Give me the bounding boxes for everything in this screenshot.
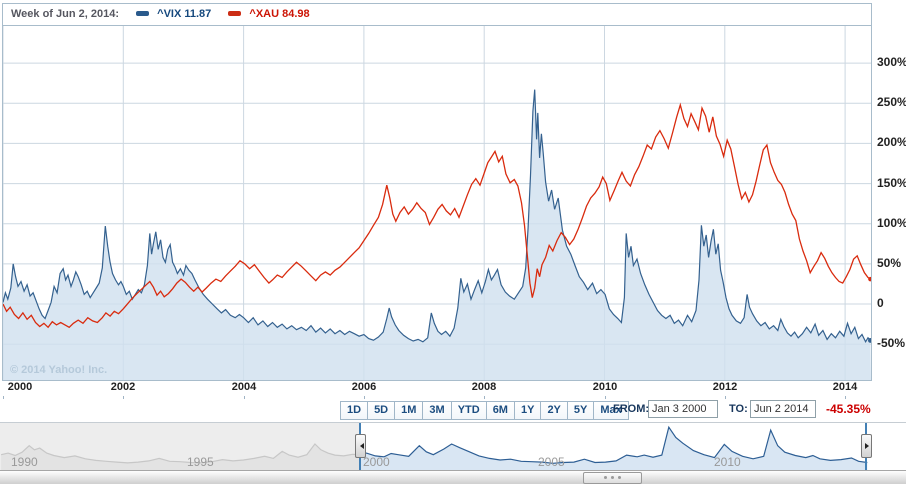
xau-swatch-icon xyxy=(228,11,242,16)
range-button-ytd[interactable]: YTD xyxy=(450,401,487,420)
x-tick-mark xyxy=(605,396,606,399)
xau-last-point xyxy=(868,276,871,282)
right-arrow-icon xyxy=(865,443,872,449)
mini-year-label: 2010 xyxy=(714,455,741,469)
range-button-1m[interactable]: 1M xyxy=(394,401,424,420)
y-tick-label: 50% xyxy=(877,256,902,270)
to-label: TO: xyxy=(729,403,748,415)
x-tick-label: 2006 xyxy=(351,381,377,393)
legend-vix: ^VIX 11.87 xyxy=(136,8,214,20)
vix-series xyxy=(3,89,871,344)
mini-area-out xyxy=(1,444,360,470)
xau-symbol: ^XAU xyxy=(249,8,280,20)
week-label: Week of Jun 2, 2014: xyxy=(11,8,120,20)
range-button-1d[interactable]: 1D xyxy=(340,401,369,420)
horizontal-scrollbar[interactable] xyxy=(0,470,906,484)
vix-symbol: ^VIX xyxy=(157,8,182,20)
main-chart-frame: Week of Jun 2, 2014: ^VIX 11.87 ^XAU 84.… xyxy=(2,3,872,381)
y-tick-label: 100% xyxy=(877,216,906,230)
vix-value: 11.87 xyxy=(184,8,212,20)
x-tick-label: 2002 xyxy=(110,381,136,393)
range-button-5d[interactable]: 5D xyxy=(367,401,396,420)
x-tick-label: 2010 xyxy=(592,381,618,393)
vix-swatch-icon xyxy=(136,11,150,16)
period-change-badge: -45.35% xyxy=(826,402,871,416)
range-button-3m[interactable]: 3M xyxy=(422,401,452,420)
main-plot[interactable] xyxy=(3,26,871,380)
x-tick-label: 2008 xyxy=(471,381,497,393)
scrollbar-thumb[interactable] xyxy=(583,472,642,484)
x-tick-label: 2012 xyxy=(712,381,738,393)
mini-year-label: 2000 xyxy=(363,455,390,469)
xau-value: 84.98 xyxy=(282,8,310,20)
y-tick-label: 300% xyxy=(877,55,906,69)
x-tick-mark xyxy=(244,396,245,399)
y-tick-label: 150% xyxy=(877,176,906,190)
range-selector[interactable]: 1990 1995 2000 2005 2010 xyxy=(0,422,906,472)
from-label: FROM: xyxy=(613,403,650,415)
range-button-max[interactable]: Max xyxy=(593,401,629,420)
y-tick-label: 200% xyxy=(877,135,906,149)
x-tick-label: 2014 xyxy=(832,381,858,393)
x-tick-mark xyxy=(725,396,726,399)
mini-area-selected xyxy=(359,427,868,470)
range-button-2y[interactable]: 2Y xyxy=(540,401,568,420)
range-button-1y[interactable]: 1Y xyxy=(513,401,542,420)
x-tick-mark xyxy=(3,396,4,399)
x-tick-mark xyxy=(845,396,846,399)
grip-dots-icon xyxy=(602,473,623,488)
left-arrow-icon xyxy=(357,443,364,449)
chart-header: Week of Jun 2, 2014: ^VIX 11.87 ^XAU 84.… xyxy=(3,4,871,26)
from-date-input[interactable] xyxy=(648,400,718,418)
vix-last-point xyxy=(867,338,871,343)
y-tick-label: 250% xyxy=(877,95,906,109)
mini-year-label: 1995 xyxy=(187,455,214,469)
x-tick-label: 2004 xyxy=(231,381,257,393)
to-date-input[interactable] xyxy=(750,400,816,418)
selector-handle-right[interactable] xyxy=(861,434,872,458)
mini-chart[interactable] xyxy=(0,423,906,471)
legend-xau: ^XAU 84.98 xyxy=(228,8,310,20)
x-tick-label: 2000 xyxy=(7,381,33,393)
mini-year-label: 2005 xyxy=(538,455,565,469)
x-tick-mark xyxy=(123,396,124,399)
range-buttons: 1D 5D 1M 3M YTD 6M 1Y 2Y 5Y Max xyxy=(340,400,629,420)
x-tick-mark xyxy=(364,396,365,399)
x-tick-mark xyxy=(484,396,485,399)
range-button-5y[interactable]: 5Y xyxy=(566,401,595,420)
y-tick-label: -50% xyxy=(877,336,906,350)
selector-handle-left[interactable] xyxy=(355,434,366,458)
mini-year-label: 1990 xyxy=(11,455,38,469)
xau-series xyxy=(3,102,871,329)
range-button-6m[interactable]: 6M xyxy=(485,401,515,420)
vix-area xyxy=(3,89,871,380)
mini-line-selected xyxy=(359,425,868,464)
y-tick-label: 0 xyxy=(877,296,884,310)
mini-line-out xyxy=(0,443,360,464)
watermark: © 2014 Yahoo! Inc. xyxy=(10,364,108,376)
